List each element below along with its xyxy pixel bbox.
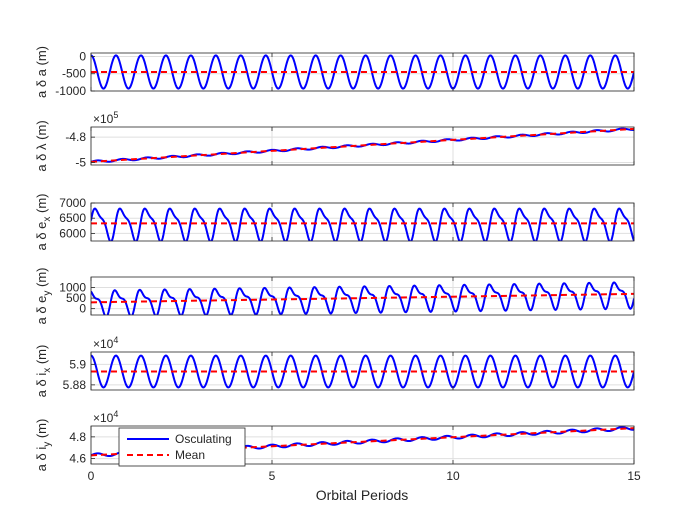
x-axis-label: Orbital Periods bbox=[316, 487, 409, 503]
y-exponent-label: ×104 bbox=[93, 409, 118, 425]
y-axis-label: a δ ex (m) bbox=[34, 193, 53, 250]
legend-box bbox=[118, 427, 246, 467]
y-tick-label: 7000 bbox=[59, 196, 86, 210]
series-osculating bbox=[91, 207, 634, 241]
y-axis-label: a δ iy (m) bbox=[34, 419, 53, 472]
y-tick-label: -5 bbox=[75, 155, 86, 169]
panel-frame bbox=[90, 52, 635, 92]
y-tick-label: 5.88 bbox=[63, 378, 87, 392]
y-tick-label: -4.8 bbox=[65, 130, 86, 144]
legend: Osculating Mean bbox=[118, 427, 246, 467]
y-axis-label: a δ ix (m) bbox=[34, 345, 53, 398]
legend-label-mean: Mean bbox=[175, 448, 205, 462]
panel-frame bbox=[90, 202, 635, 242]
x-tick-label: 10 bbox=[446, 469, 460, 483]
panel-frame bbox=[90, 126, 635, 166]
y-tick-label: 0 bbox=[79, 302, 86, 316]
series-osculating bbox=[91, 354, 634, 389]
y-exponent-label: ×105 bbox=[93, 110, 118, 126]
y-tick-label: 1000 bbox=[59, 281, 86, 295]
legend-label-osculating: Osculating bbox=[175, 432, 232, 446]
y-tick-label: 5.9 bbox=[69, 357, 86, 371]
y-tick-label: 6500 bbox=[59, 211, 86, 225]
panel-frame bbox=[90, 276, 635, 316]
panel-frame bbox=[90, 351, 635, 391]
y-tick-label: 0 bbox=[79, 49, 86, 63]
x-tick-label: 15 bbox=[627, 469, 641, 483]
panel-5: 5.9 5.88 ×104 a δ ix (m) bbox=[34, 335, 635, 398]
panel-frame bbox=[90, 425, 635, 465]
panels-group: 0 -500 -1000 a δ a (m) -4.8 -5 ×105 a δ λ (m) 70… bbox=[34, 46, 641, 483]
y-axis-label: a δ λ (m) bbox=[34, 120, 49, 171]
y-axis-label: a δ a (m) bbox=[34, 46, 49, 98]
y-tick-label: -500 bbox=[62, 67, 86, 81]
panel-2: -4.8 -5 ×105 a δ λ (m) bbox=[34, 110, 635, 172]
y-tick-label: 4.6 bbox=[69, 452, 86, 466]
y-exponent-label: ×104 bbox=[93, 335, 118, 351]
y-tick-label: 4.8 bbox=[69, 430, 86, 444]
series-osculating bbox=[91, 54, 634, 90]
x-tick-label: 5 bbox=[269, 469, 276, 483]
series-osculating bbox=[91, 281, 634, 315]
y-axis-label: a δ ey (m) bbox=[34, 267, 53, 324]
series-mean bbox=[91, 127, 634, 163]
y-tick-label: 500 bbox=[66, 291, 86, 305]
y-tick-label: -1000 bbox=[55, 84, 86, 98]
x-tick-label: 0 bbox=[88, 469, 95, 483]
y-tick-label: 6000 bbox=[59, 226, 86, 240]
series-mean bbox=[91, 292, 634, 304]
panel-1: 0 -500 -1000 a δ a (m) bbox=[34, 46, 635, 98]
